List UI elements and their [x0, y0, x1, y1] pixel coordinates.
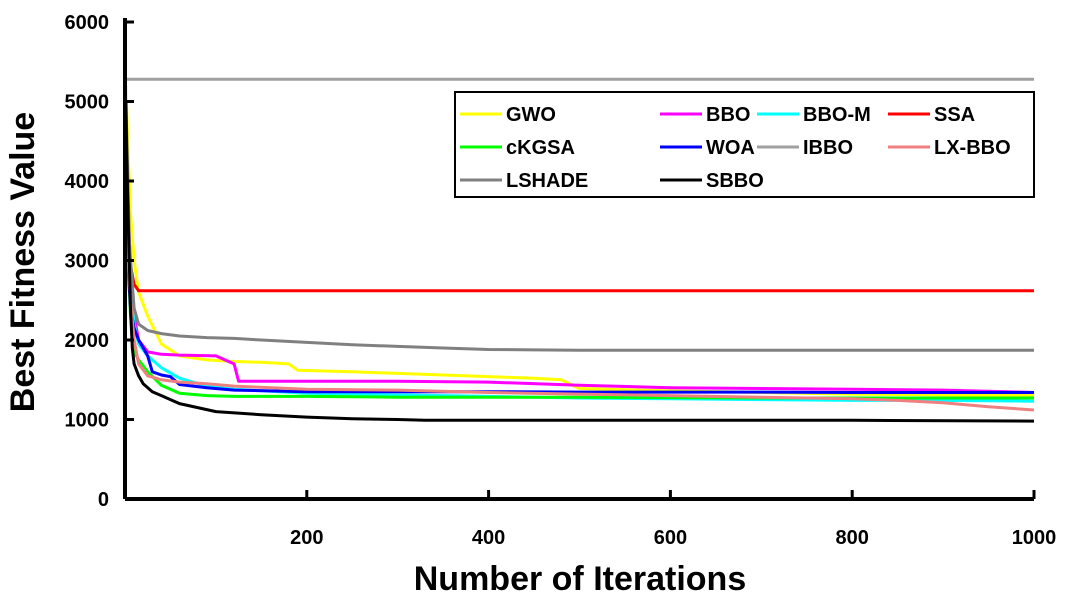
x-tick-label: 600 [654, 527, 687, 549]
series-line-lx-bbo [124, 196, 1035, 412]
legend-label-ckgsa: cKGSA [506, 137, 575, 159]
legend-label-bbo-m: BBO-M [803, 104, 871, 126]
series-line-lshade [124, 101, 1034, 352]
series-line-ssa [124, 236, 1034, 293]
y-tick-label: 4000 [65, 171, 110, 193]
x-tick-label: 400 [472, 527, 505, 549]
x-tick-label: 800 [836, 527, 869, 549]
y-tick-label: 1000 [65, 410, 110, 432]
legend-label-lshade: LSHADE [506, 170, 588, 192]
legend-label-gwo: GWO [506, 104, 556, 126]
series-line-woa [124, 180, 1034, 394]
x-tick-label: 1000 [1012, 527, 1057, 549]
legend-label-ssa: SSA [934, 104, 975, 126]
legend-label-lx-bbo: LX-BBO [934, 137, 1011, 159]
y-tick-label: 2000 [65, 330, 110, 352]
axes: 0 1000 2000 3000 4000 5000 6000 200 400 600 800 100… [65, 12, 1057, 549]
legend-box [454, 91, 1035, 198]
legend-label-ibbo: IBBO [803, 137, 853, 159]
y-tick-label: 5000 [65, 92, 110, 114]
legend-label-woa: WOA [706, 137, 755, 159]
legend-label-bbo: BBO [706, 104, 750, 126]
x-axis-title: Number of Iterations [414, 560, 746, 594]
series-line-sbbo [124, 101, 1035, 423]
x-tick-label: 200 [290, 527, 323, 549]
series-lines [124, 77, 1035, 423]
y-tick-label: 3000 [65, 251, 110, 273]
y-axis-title: Best Fitness Value [4, 112, 42, 412]
y-tick-label: 6000 [65, 12, 110, 34]
legend: GWO BBO BBO-M SSA cKGSA WOA IBBO LX-BBO LSHADE SB… [454, 91, 1035, 198]
y-tick-label: 0 [98, 489, 109, 511]
legend-label-sbbo: SBBO [706, 170, 764, 192]
